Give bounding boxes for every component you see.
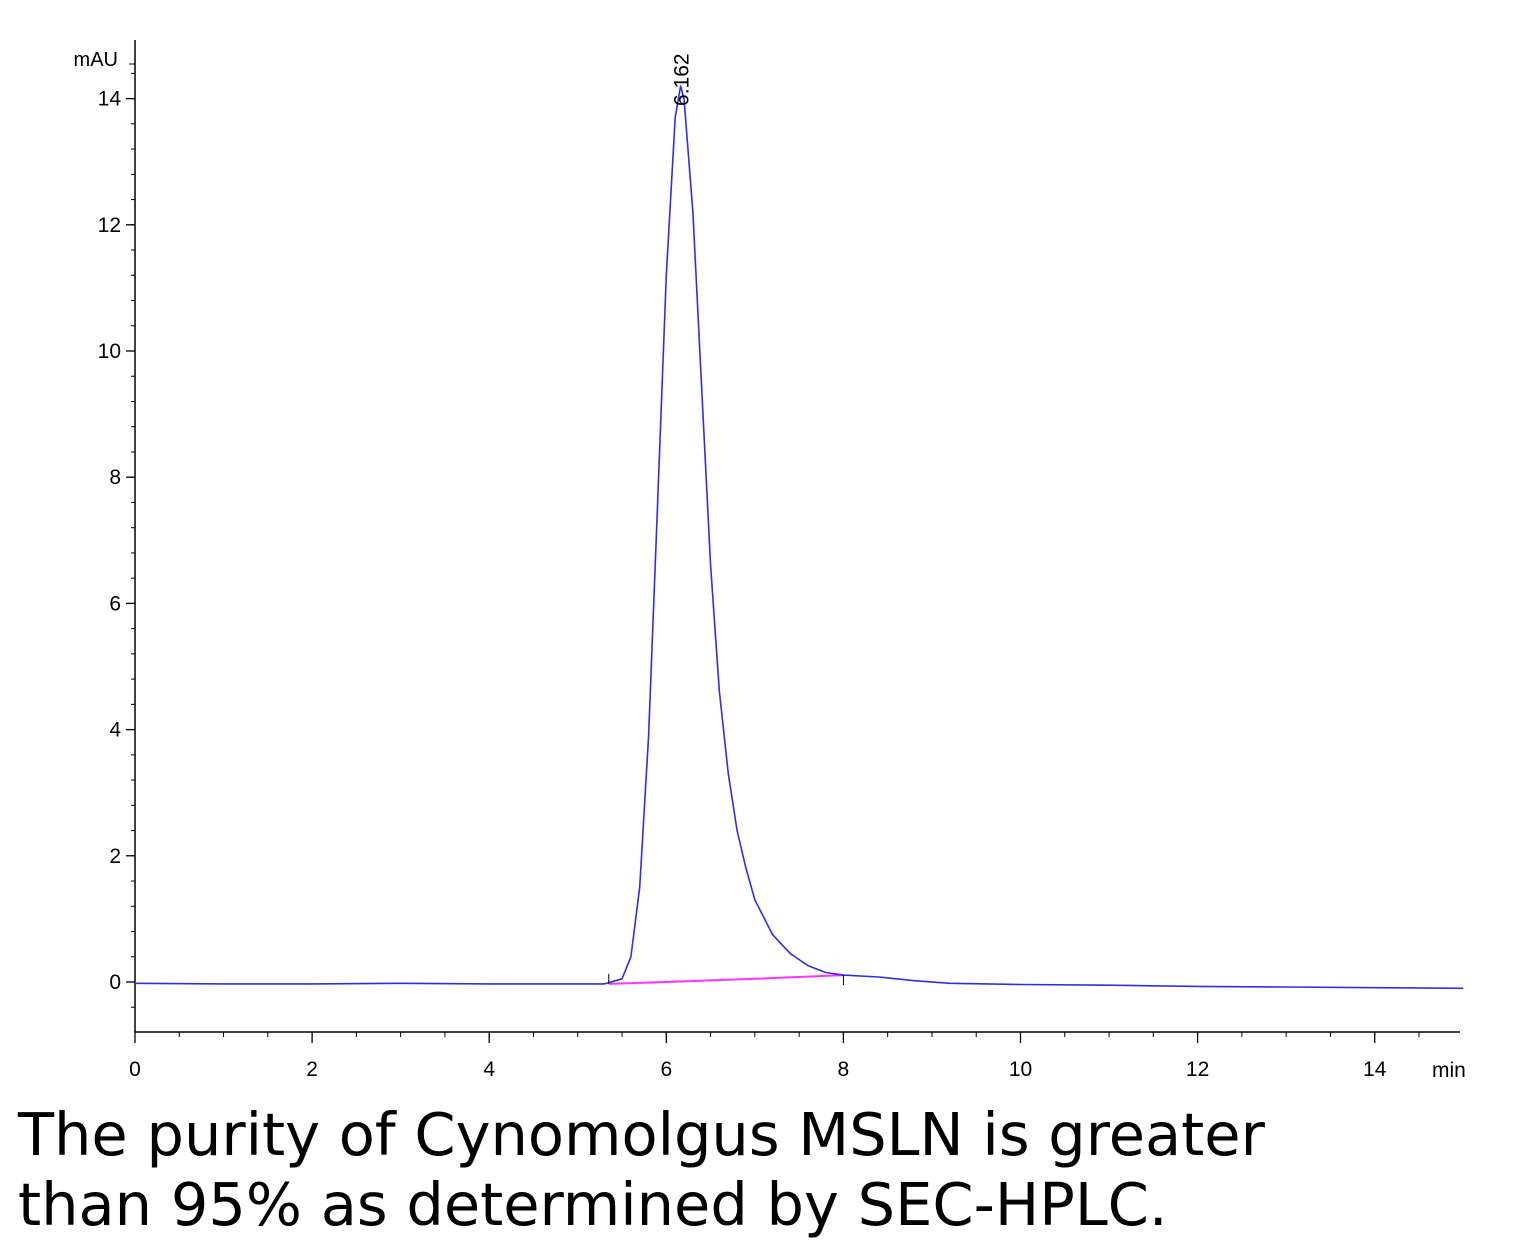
y-tick-label: 6: [109, 592, 121, 615]
x-tick-label: 8: [838, 1058, 850, 1081]
x-tick-label: 0: [129, 1058, 141, 1081]
y-tick-label: 2: [109, 845, 121, 868]
series-lines: 6.162: [134, 53, 1464, 990]
y-tick-label: 0: [109, 971, 121, 994]
x-tick-label: 4: [483, 1058, 495, 1081]
y-tick-label: 10: [98, 340, 121, 363]
x-tick-label: 2: [306, 1058, 318, 1081]
figure-caption: The purity of Cynomolgus MSLN is greater…: [18, 1100, 1518, 1240]
chromatogram-chart: 0 2 4 6 8 10 12 14 0 2 4 6 8 10 12 14 6.162 mAU min: [74, 40, 1466, 1082]
axes: 0 2 4 6 8 10 12 14 0 2 4 6 8 10 12 14: [98, 40, 1460, 1081]
y-tick-label: 4: [109, 719, 121, 742]
y-tick-label: 12: [98, 214, 121, 237]
x-tick-label: 12: [1186, 1058, 1209, 1081]
x-tick-label: 14: [1363, 1058, 1387, 1081]
caption-line-2: than 95% as determined by SEC-HPLC.: [18, 1170, 1168, 1239]
y-tick-label: 8: [109, 466, 121, 489]
x-tick-label: 6: [660, 1058, 672, 1081]
y-axis-label: mAU: [74, 49, 118, 71]
x-axis-label: min: [1432, 1059, 1466, 1082]
peak-retention-label: 6.162: [671, 53, 694, 106]
y-tick-label: 14: [98, 88, 122, 111]
chromatogram-signal-line: [134, 85, 1464, 990]
caption-line-1: The purity of Cynomolgus MSLN is greater: [18, 1100, 1265, 1169]
x-tick-label: 10: [1009, 1058, 1032, 1081]
integration-baseline-line: [608, 974, 844, 985]
